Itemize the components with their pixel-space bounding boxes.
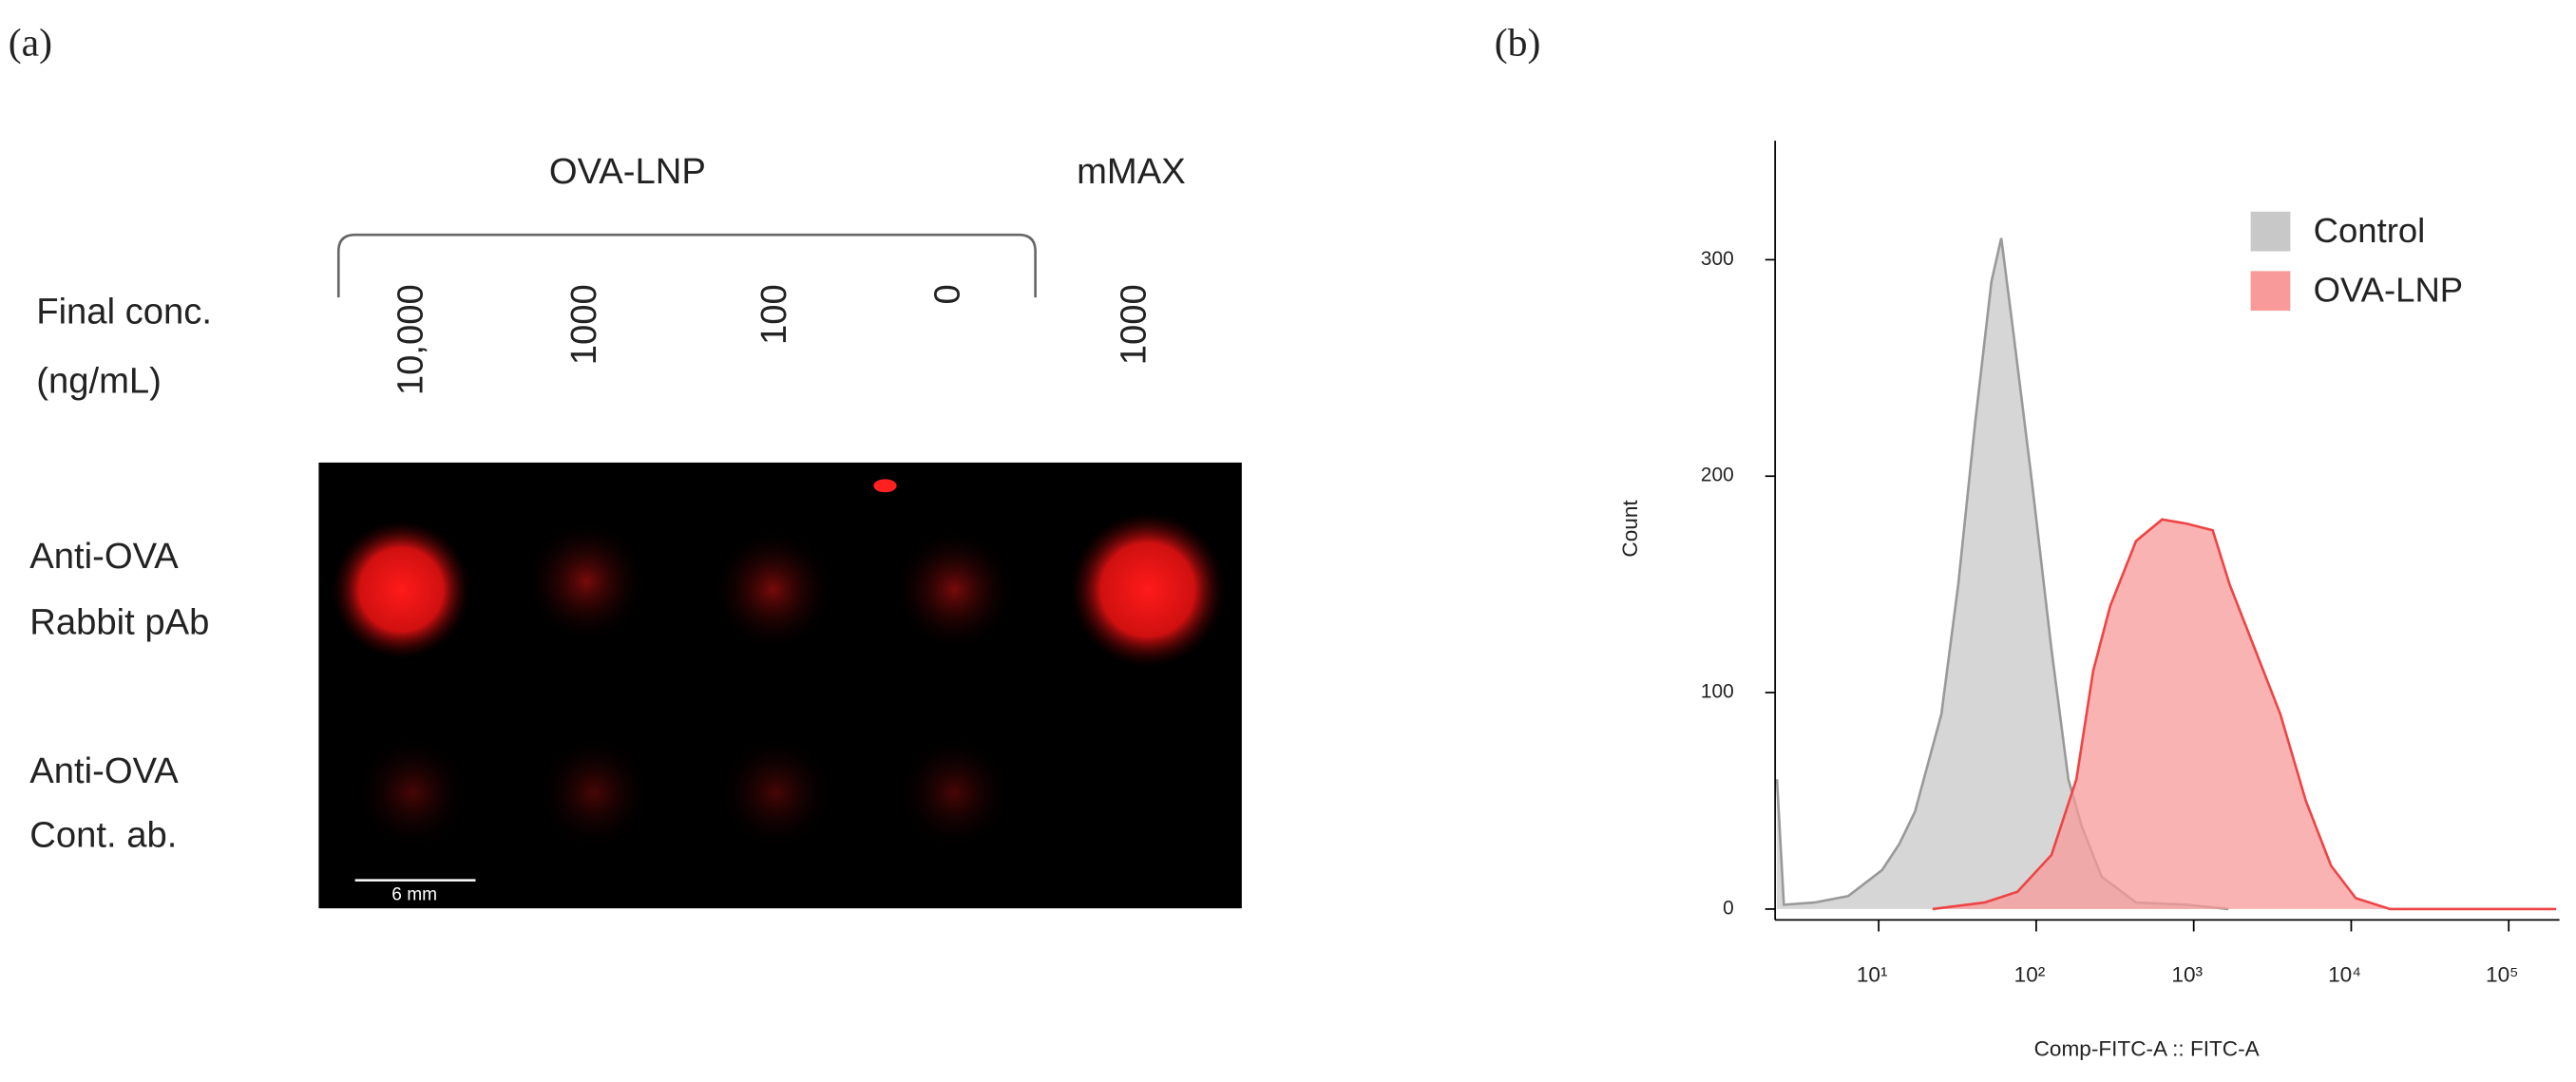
spot xyxy=(535,732,655,853)
line xyxy=(1932,518,2557,911)
column-label: 1000 xyxy=(1114,284,1154,365)
spot xyxy=(710,526,836,653)
x-tick-label: 10⁴ xyxy=(2328,962,2361,986)
area xyxy=(1932,519,2557,909)
y-tick-label: 300 xyxy=(1701,248,1734,270)
x-tick-label: 10³ xyxy=(2171,962,2203,986)
row-label: Anti-OVA xyxy=(29,750,179,791)
x-tick-label: 10² xyxy=(2014,962,2046,986)
column-label: 10,000 xyxy=(391,284,431,395)
spot xyxy=(894,732,1015,853)
legend-label: Control xyxy=(2314,211,2426,250)
scale-bar-label: 6 mm xyxy=(391,884,437,904)
spot xyxy=(1070,512,1226,668)
legend-swatch xyxy=(2250,211,2291,252)
control-label: mMAX xyxy=(1077,151,1186,192)
conc-label: (ng/mL) xyxy=(36,361,162,402)
spot xyxy=(353,732,473,853)
spot xyxy=(891,526,1018,653)
y-tick-label: 100 xyxy=(1701,681,1734,703)
y-tick-label: 200 xyxy=(1701,465,1734,486)
column-label: 1000 xyxy=(563,284,604,365)
panel-label: (a) xyxy=(9,22,52,66)
x-tick-label: 10¹ xyxy=(1857,962,1888,986)
area xyxy=(1777,237,2229,909)
y-tick-label: 0 xyxy=(1723,897,1734,919)
legend-swatch xyxy=(2250,271,2291,312)
panel-label: (b) xyxy=(1495,22,1541,66)
column-label: 100 xyxy=(754,284,794,345)
column-label: 0 xyxy=(926,284,967,304)
x-tick-label: 10⁵ xyxy=(2486,962,2518,986)
spot xyxy=(873,479,897,493)
spot xyxy=(332,520,471,659)
bracket xyxy=(336,233,1037,298)
spot xyxy=(716,732,836,853)
group-label: OVA-LNP xyxy=(549,151,706,192)
row-label: Cont. ab. xyxy=(29,815,177,856)
conc-label: Final conc. xyxy=(36,292,212,332)
y-axis-label: Count xyxy=(1618,500,1642,558)
row-label: Rabbit pAb xyxy=(29,601,209,642)
legend-label: OVA-LNP xyxy=(2314,271,2463,310)
row-label: Anti-OVA xyxy=(29,536,179,577)
x-axis-label: Comp-FITC-A :: FITC-A xyxy=(2034,1037,2261,1061)
spot xyxy=(523,519,649,645)
